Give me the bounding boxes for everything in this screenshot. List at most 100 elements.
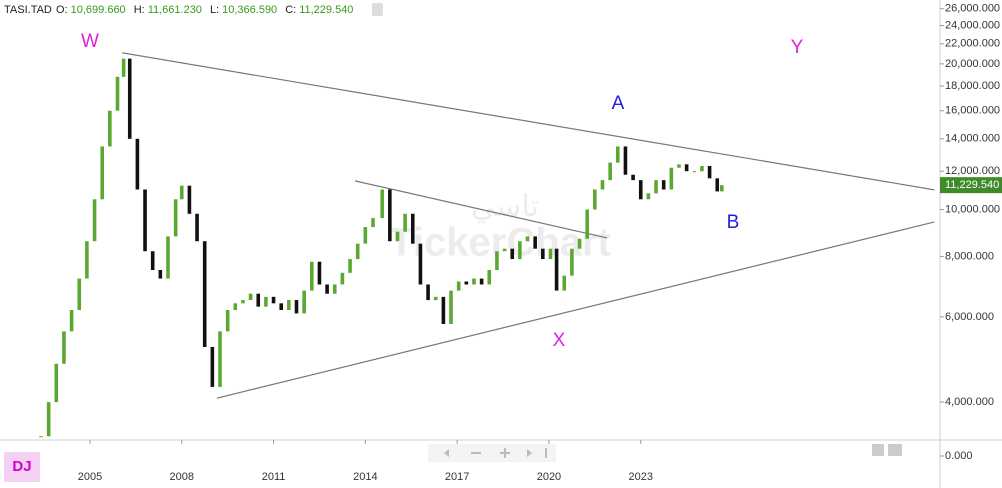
candle <box>317 261 322 285</box>
candle <box>715 178 720 192</box>
candle <box>456 281 461 291</box>
candle <box>187 185 192 214</box>
candle <box>121 58 126 77</box>
y-tick-label: 8,000.000 <box>945 250 994 262</box>
y-tick-label: 26,000.000 <box>945 3 1000 15</box>
candle <box>54 363 59 403</box>
candle <box>77 278 82 310</box>
candle <box>669 167 674 190</box>
header-label: L: <box>210 4 219 16</box>
candle <box>62 331 66 364</box>
candle <box>127 58 132 139</box>
candle <box>158 269 163 279</box>
candle <box>472 278 476 285</box>
candle <box>525 236 530 242</box>
candle <box>593 189 597 210</box>
badge: DJ <box>12 458 31 475</box>
candle <box>518 241 522 260</box>
candle <box>302 290 306 314</box>
candle <box>173 199 178 237</box>
candle <box>487 269 492 285</box>
settings-icon[interactable] <box>872 444 884 456</box>
last-value-tag <box>940 177 1002 194</box>
x-tick-label: 2014 <box>353 471 377 483</box>
header-label: C: <box>285 4 296 16</box>
candle <box>332 284 337 294</box>
candle <box>195 213 199 242</box>
candle <box>646 193 651 200</box>
watermark-arabic: تاسي <box>471 190 539 223</box>
header-value: 11,661.230 <box>148 4 202 16</box>
candle <box>39 436 43 438</box>
candle <box>340 272 345 285</box>
candle <box>135 138 140 190</box>
scroll-right[interactable] <box>527 449 532 457</box>
x-tick-label: 2008 <box>170 471 194 483</box>
candle <box>233 303 238 310</box>
candle <box>510 248 515 260</box>
candle <box>707 166 712 179</box>
candle <box>202 241 207 347</box>
header: TASI.TAD O: 10,699.660 H: 11,661.230 L: 10,36… <box>4 4 353 16</box>
annotation: W <box>81 31 99 52</box>
candle <box>325 284 329 294</box>
candle <box>256 293 261 307</box>
trendline <box>354 180 608 239</box>
badge-bg <box>4 452 40 482</box>
menu-icon[interactable] <box>372 3 383 16</box>
candle <box>150 251 155 270</box>
candle <box>279 303 284 310</box>
candle <box>638 180 643 200</box>
candle <box>585 209 589 239</box>
candle <box>623 146 628 175</box>
candle <box>225 309 230 332</box>
scroll-left[interactable] <box>444 449 449 457</box>
header-label: O: <box>56 4 68 16</box>
y-tick-label: 10,000.000 <box>945 203 1000 215</box>
candle <box>418 243 423 285</box>
x-tick-label: 2020 <box>537 471 561 483</box>
annotation: A <box>612 93 625 114</box>
x-tick-label: 2011 <box>262 471 286 483</box>
x-tick-label: 2017 <box>445 471 469 483</box>
zoom-in[interactable] <box>500 448 510 458</box>
candle <box>720 185 724 192</box>
candle <box>570 248 574 276</box>
trendline <box>216 221 935 399</box>
candle <box>410 213 415 244</box>
symbol: TASI.TAD <box>4 4 52 16</box>
annotation: X <box>553 330 566 351</box>
y-tick-label: 6,000.000 <box>945 311 994 323</box>
candle <box>380 189 384 219</box>
candle <box>600 180 605 190</box>
trendline <box>121 52 935 191</box>
candle <box>548 248 553 260</box>
more-icon[interactable] <box>888 444 902 456</box>
candle <box>449 290 453 325</box>
candle <box>577 238 582 249</box>
annotation: Y <box>791 37 804 58</box>
candle <box>294 300 299 314</box>
candle <box>115 76 120 111</box>
y-tick-label: 24,000.000 <box>945 19 1000 31</box>
candle <box>608 162 612 181</box>
y-tick-label: 16,000.000 <box>945 105 1000 117</box>
candle <box>143 189 147 252</box>
y-tick-label: 18,000.000 <box>945 80 1000 92</box>
candle <box>248 293 253 301</box>
candle <box>264 296 268 307</box>
candle <box>100 146 105 200</box>
candle <box>355 243 360 260</box>
candle <box>395 231 400 242</box>
header-label: H: <box>134 4 145 16</box>
annotation: B <box>727 212 740 233</box>
last-value-label: 11,229.540 <box>945 179 999 191</box>
candle <box>179 185 184 200</box>
candle <box>310 261 314 291</box>
candle <box>371 218 375 228</box>
candle <box>631 174 635 181</box>
candle <box>218 331 222 387</box>
candle <box>554 248 559 291</box>
x-tick-label: 2023 <box>629 471 653 483</box>
